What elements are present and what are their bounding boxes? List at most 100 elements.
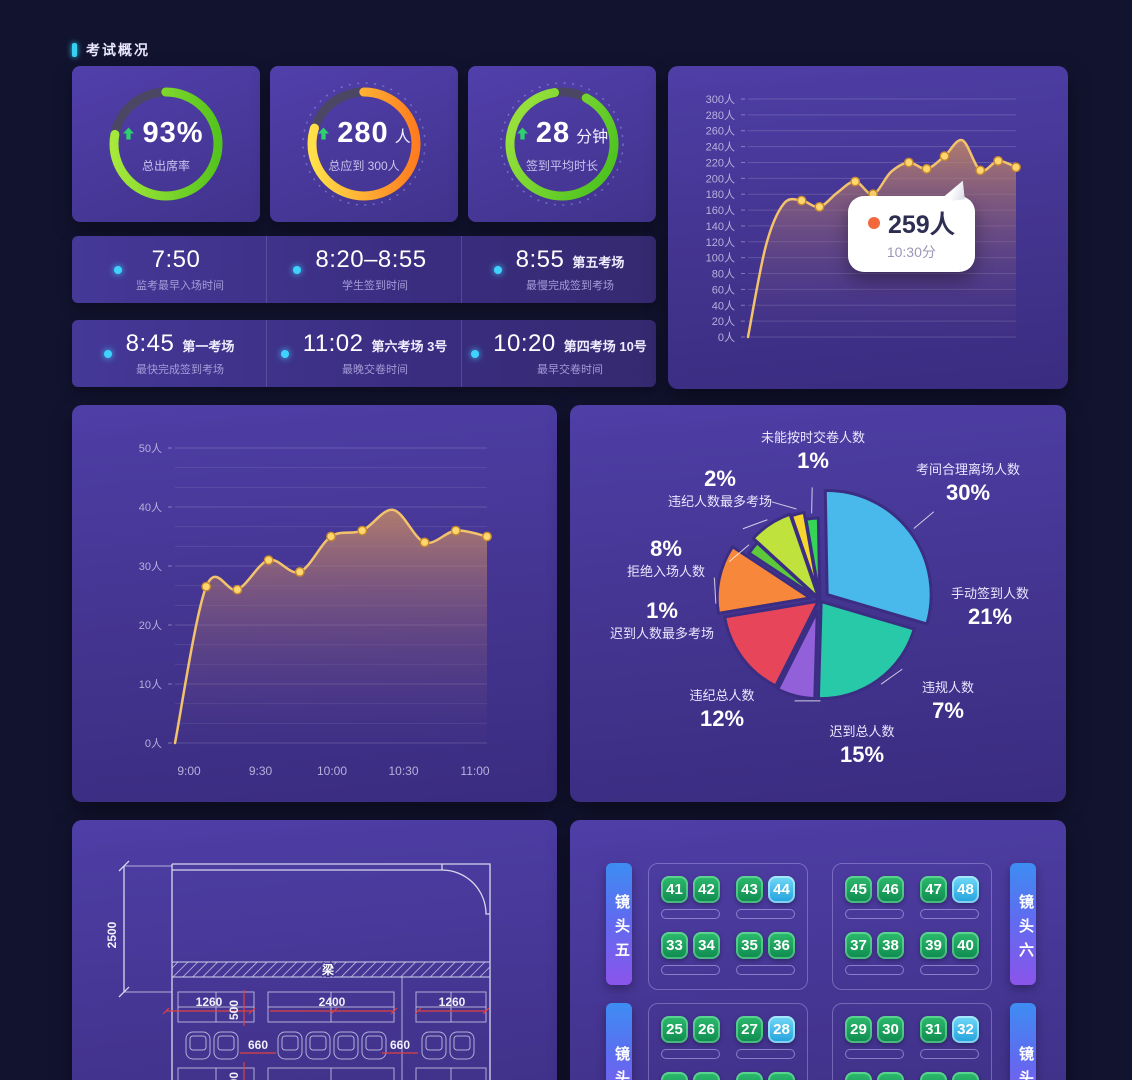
pie-slice-8[interactable] <box>789 510 821 597</box>
seat-47[interactable]: 47 <box>920 876 947 903</box>
pie-slice-7[interactable] <box>751 512 821 600</box>
panel-room-arrival-chart: 50人 40人 30人 20人 10人 0人 9:00 9:30 10:00 10:30 11:00 <box>72 405 557 802</box>
svg-text:40人: 40人 <box>712 299 735 312</box>
seat-29[interactable]: 29 <box>845 1016 872 1043</box>
camera-label-right[interactable]: 镜头六 <box>1010 863 1036 985</box>
stat-time: 8:20–8:55 <box>315 246 427 273</box>
seat-26[interactable]: 26 <box>693 1016 720 1043</box>
svg-text:0人: 0人 <box>145 737 162 750</box>
seat-unlabeled[interactable] <box>920 1072 947 1080</box>
stat-suffix: 第五考场 <box>572 255 625 270</box>
dim-row-top: 1260 500 2400 1260 <box>162 990 490 1026</box>
stat-fastest-checkin-room: 8:45 第一考场 最快完成签到考场 <box>72 320 266 387</box>
room-arrival-line-chart: 50人 40人 30人 20人 10人 0人 9:00 9:30 10:00 10:30 11:00 <box>139 442 492 778</box>
seat-32[interactable]: 32 <box>952 1016 979 1043</box>
desk-row-1 <box>177 991 487 1023</box>
seat-unlabeled[interactable] <box>693 1072 720 1080</box>
seat-25[interactable]: 25 <box>661 1016 688 1043</box>
desk <box>920 909 979 919</box>
gauge-label: 总出席率 <box>141 158 190 173</box>
seat-35[interactable]: 35 <box>736 932 763 959</box>
stat-latest-submission: 11:02 第六考场 3号 最晚交卷时间 <box>266 320 461 387</box>
svg-text:9:00: 9:00 <box>177 764 201 778</box>
camera-label-left[interactable]: 镜头五 <box>606 863 632 985</box>
seat-28[interactable]: 28 <box>768 1016 795 1043</box>
seat-unlabeled[interactable] <box>736 1072 763 1080</box>
seat-42[interactable]: 42 <box>693 876 720 903</box>
pie-slice-2[interactable] <box>816 600 916 701</box>
stat-suffix: 第一考场 <box>182 339 235 354</box>
tooltip-value: 259人 <box>888 211 955 239</box>
seat-44[interactable]: 44 <box>768 876 795 903</box>
seat-27[interactable]: 27 <box>736 1016 763 1043</box>
desk <box>920 1049 979 1059</box>
gauge-label: 总应到 300人 <box>328 158 400 173</box>
dim-right-label: 1260 <box>439 995 466 1009</box>
beam-label: 梁 <box>321 962 334 977</box>
stat-suffix: 第四考场 10号 <box>563 339 647 354</box>
seat-41[interactable]: 41 <box>661 876 688 903</box>
seat-33[interactable]: 33 <box>661 932 688 959</box>
seat-31[interactable]: 31 <box>920 1016 947 1043</box>
seat-group: 41 42 43 44 33 34 35 36 <box>648 863 808 990</box>
chair-row <box>185 1031 475 1060</box>
tooltip-dot-icon <box>868 217 880 229</box>
seat-43[interactable]: 43 <box>736 876 763 903</box>
pie-slice-5[interactable] <box>715 545 812 615</box>
seat-36[interactable]: 36 <box>768 932 795 959</box>
svg-text:180人: 180人 <box>706 188 735 201</box>
desk <box>736 965 795 975</box>
seat-unlabeled[interactable] <box>768 1072 795 1080</box>
stat-label: 最慢完成签到考场 <box>525 280 614 292</box>
seat-unlabeled[interactable] <box>845 1072 872 1080</box>
seat-group: 25 26 27 28 <box>648 1003 808 1080</box>
section-title: 考试概况 <box>86 42 150 58</box>
svg-text:20人: 20人 <box>139 619 162 632</box>
stat-suffix: 第六考场 3号 <box>371 339 448 354</box>
dot-icon <box>103 349 112 358</box>
seat-37[interactable]: 37 <box>845 932 872 959</box>
gauge-ring-checkin-duration <box>500 82 624 206</box>
panel-total-arrival-chart: 300人 280人 260人 240人 220人 200人 180人 160人 140人 120人… <box>668 66 1068 389</box>
seat-40[interactable]: 40 <box>952 932 979 959</box>
stat-earliest-proctor-entry: 7:50 监考最早入场时间 <box>72 236 266 303</box>
stat-time: 8:45 <box>125 330 175 357</box>
seat-34[interactable]: 34 <box>693 932 720 959</box>
svg-text:10:30: 10:30 <box>388 764 418 778</box>
svg-text:50人: 50人 <box>139 442 162 455</box>
seat-38[interactable]: 38 <box>877 932 904 959</box>
desk <box>661 909 720 919</box>
chart-tooltip: 259人 10:30分 <box>848 196 975 272</box>
camera-label-left[interactable]: 镜头 <box>606 1003 632 1080</box>
exam-breakdown-pie-chart <box>713 487 935 702</box>
svg-text:0人: 0人 <box>718 331 735 344</box>
pie-slice-4[interactable] <box>723 599 820 688</box>
desk <box>661 965 720 975</box>
dot-icon <box>493 265 502 274</box>
dot-icon <box>471 349 480 358</box>
seat-39[interactable]: 39 <box>920 932 947 959</box>
gauge-value: 93% <box>142 116 204 149</box>
seat-unlabeled[interactable] <box>952 1072 979 1080</box>
seat-46[interactable]: 46 <box>877 876 904 903</box>
seat-45[interactable]: 45 <box>845 876 872 903</box>
seat-group: 29 30 31 32 <box>832 1003 992 1080</box>
seat-unlabeled[interactable] <box>877 1072 904 1080</box>
stat-label: 学生签到时间 <box>342 280 408 292</box>
stat-slowest-checkin-room: 8:55 第五考场 最慢完成签到考场 <box>461 236 656 303</box>
seat-unlabeled[interactable] <box>661 1072 688 1080</box>
stat-time: 11:02 <box>302 330 364 357</box>
pie-slice-1[interactable] <box>823 489 933 626</box>
dot-icon <box>293 265 302 274</box>
seat-group: 45 46 47 48 37 38 39 40 <box>832 863 992 990</box>
pie-slice-3[interactable] <box>776 609 819 701</box>
camera-label-right[interactable]: 镜头 <box>1010 1003 1036 1080</box>
seat-30[interactable]: 30 <box>877 1016 904 1043</box>
svg-text:260人: 260人 <box>706 125 735 138</box>
panel-floorplan: 2500 梁 1260 500 2400 1260 <box>72 820 557 1080</box>
seat-48[interactable]: 48 <box>952 876 979 903</box>
svg-text:30人: 30人 <box>139 560 162 573</box>
desk <box>736 1049 795 1059</box>
stat-label: 最早交卷时间 <box>536 364 603 376</box>
up-arrow-icon <box>318 127 330 139</box>
